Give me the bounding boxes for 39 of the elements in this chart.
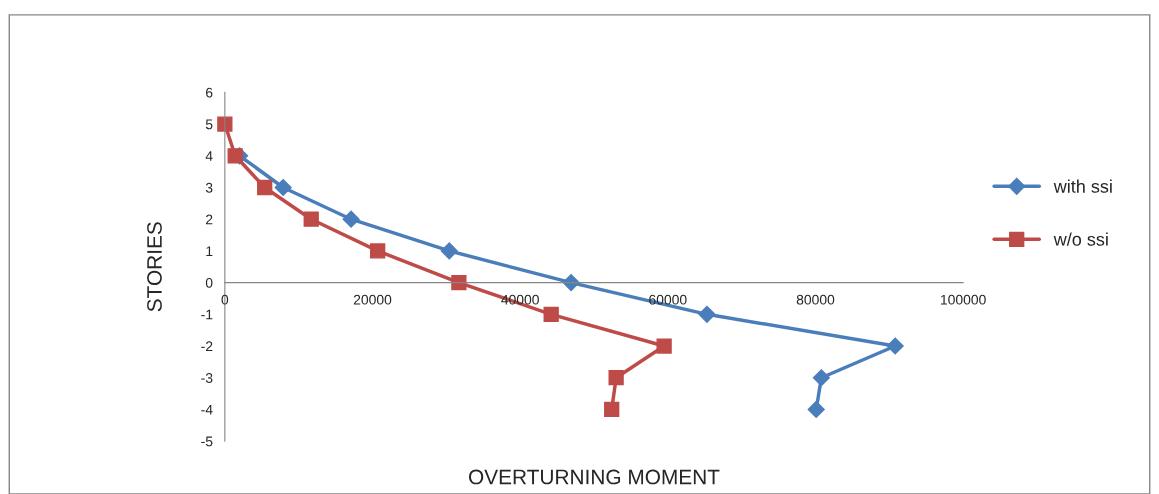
- y-tick-label: 5: [205, 119, 213, 130]
- x-tick-label: 20000: [353, 294, 392, 305]
- point: [604, 401, 620, 418]
- y-tick-label: 2: [206, 214, 213, 225]
- y-tick-label: -2: [201, 341, 213, 352]
- x-tick-label: 60000: [649, 294, 687, 305]
- point: [562, 274, 580, 292]
- point: [370, 243, 386, 259]
- legend-label: w/o ssi: [1053, 232, 1108, 246]
- point: [812, 369, 830, 387]
- x-tick-label: 100000: [941, 294, 986, 305]
- x-axis-title: OVERTURNING MOMENT: [469, 469, 720, 485]
- point: [886, 337, 904, 355]
- point: [451, 274, 467, 291]
- point: [274, 178, 292, 197]
- point: [698, 305, 716, 323]
- y-tick-label: 3: [205, 182, 213, 193]
- point: [656, 338, 672, 354]
- point: [342, 210, 360, 228]
- point: [440, 242, 458, 260]
- y-tick-label: 0: [205, 277, 213, 288]
- x-tick-label: 80000: [796, 294, 835, 305]
- point: [543, 306, 559, 322]
- y-tick-label: 6: [206, 87, 213, 98]
- legend-label: with ssi: [1053, 179, 1112, 193]
- y-tick-label: -1: [201, 309, 213, 320]
- point: [608, 370, 624, 386]
- point: [257, 179, 273, 196]
- point: [303, 211, 319, 227]
- point: [217, 116, 233, 132]
- y-tick-label: -5: [201, 436, 213, 447]
- y-tick-label: -4: [201, 404, 213, 415]
- y-tick-label: 1: [206, 246, 213, 256]
- point: [227, 148, 243, 164]
- y-tick-label: 4: [205, 151, 213, 161]
- point: [807, 400, 825, 418]
- y-tick-label: -3: [201, 373, 213, 383]
- x-tick-label: 0: [221, 294, 229, 305]
- y-axis-title: STORIES: [147, 222, 162, 312]
